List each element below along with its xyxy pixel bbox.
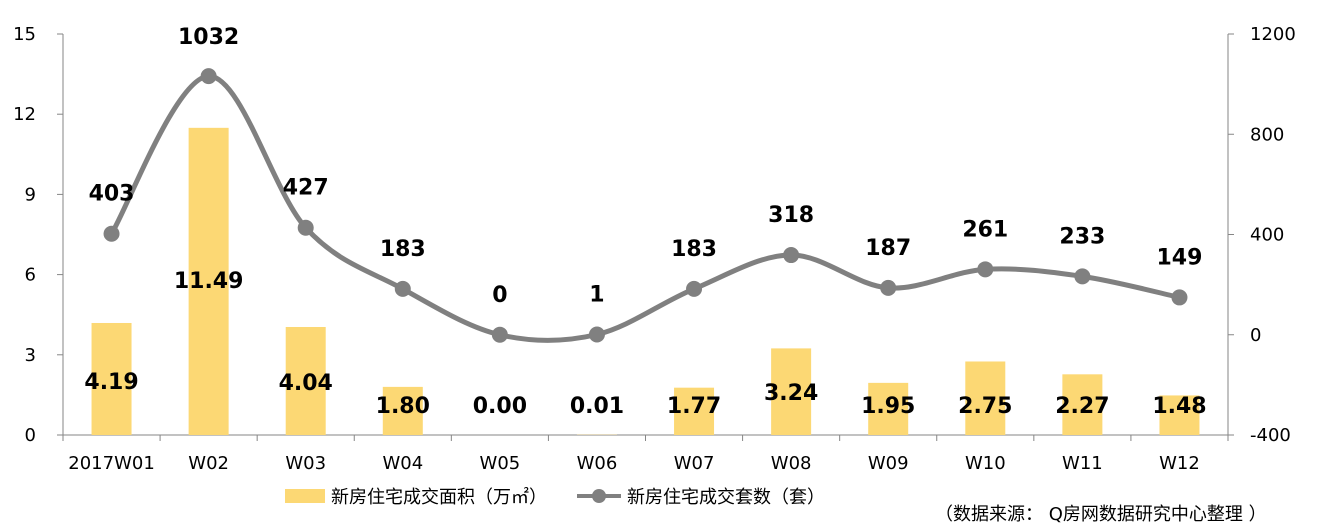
x-tick-label: W02 xyxy=(188,453,229,474)
line-point xyxy=(686,280,703,297)
line-point xyxy=(103,225,120,242)
x-tick-label: W05 xyxy=(480,453,521,474)
y-left-tick-label: 12 xyxy=(13,104,36,125)
line-data-label: 187 xyxy=(865,236,911,261)
bar xyxy=(674,387,715,435)
x-tick-label: W10 xyxy=(965,453,1006,474)
legend: 新房住宅成交面积（万㎡） 新房住宅成交套数（套） xyxy=(285,483,855,509)
line-data-label: 261 xyxy=(962,217,1008,242)
line-point xyxy=(491,326,508,343)
bar-data-label: 4.19 xyxy=(84,370,138,395)
bar-data-label: 11.49 xyxy=(174,269,244,294)
y-left-tick-label: 15 xyxy=(13,24,36,45)
line-data-label: 1032 xyxy=(178,25,239,50)
y-right-tick-label: 1200 xyxy=(1250,24,1296,45)
x-tick-label: W09 xyxy=(868,453,909,474)
bar xyxy=(1159,395,1200,435)
line-data-label: 233 xyxy=(1059,224,1105,249)
line-point xyxy=(588,326,605,343)
y-left-tick-label: 6 xyxy=(25,265,36,286)
bar xyxy=(771,348,812,435)
bar-data-label: 4.04 xyxy=(279,371,333,396)
y-left-tick-label: 3 xyxy=(25,345,36,366)
line-data-label: 1 xyxy=(589,282,604,307)
y-right-tick-label: 0 xyxy=(1250,325,1261,346)
x-tick-label: 2017W01 xyxy=(68,453,155,474)
legend-label-area: 新房住宅成交面积（万㎡） xyxy=(331,487,547,508)
bar-data-label: 0.01 xyxy=(570,394,624,419)
legend-swatch-bar xyxy=(285,489,325,503)
x-tick-label: W03 xyxy=(285,453,326,474)
x-tick-label: W12 xyxy=(1159,453,1200,474)
line-data-label: 318 xyxy=(768,203,814,228)
y-right-tick-label: -400 xyxy=(1250,425,1291,446)
bar-data-label: 1.48 xyxy=(1152,394,1206,419)
line-series xyxy=(103,68,1188,343)
legend-item-count: 新房住宅成交套数（套） xyxy=(577,483,825,509)
legend-swatch-line xyxy=(577,489,621,503)
bar-data-label: 1.77 xyxy=(667,394,721,419)
x-tick-label: W08 xyxy=(771,453,812,474)
line-point xyxy=(880,279,897,296)
y-left-tick-label: 9 xyxy=(25,184,36,205)
bar-data-label: 1.95 xyxy=(861,394,915,419)
data-labels: 4.19 11.49 4.04 1.80 0.00 0.01 1.77 3.24 1.95 2.7… xyxy=(84,25,1206,419)
x-tick-label: W11 xyxy=(1062,453,1103,474)
line-point xyxy=(1171,289,1188,306)
line-data-label: 183 xyxy=(380,237,426,262)
x-tick-label: W07 xyxy=(674,453,715,474)
line-point xyxy=(783,247,800,264)
legend-label-count: 新房住宅成交套数（套） xyxy=(627,487,825,508)
y-right-tick-label: 400 xyxy=(1250,225,1284,246)
bar-data-label: 2.75 xyxy=(958,394,1012,419)
bar xyxy=(965,361,1006,435)
line-point xyxy=(394,280,411,297)
line-data-label: 0 xyxy=(492,283,507,308)
bar xyxy=(382,386,423,435)
line-series-path xyxy=(109,73,1182,343)
bar-data-label: 1.80 xyxy=(376,394,430,419)
line-data-label: 427 xyxy=(283,176,329,201)
line-data-label: 183 xyxy=(671,237,717,262)
line-point xyxy=(977,261,994,278)
bar-data-label: 3.24 xyxy=(764,381,818,406)
bar xyxy=(285,326,326,435)
bar xyxy=(868,382,909,435)
bar xyxy=(1062,374,1103,435)
bar xyxy=(188,127,229,436)
bars xyxy=(91,127,1200,436)
legend-item-area: 新房住宅成交面积（万㎡） xyxy=(285,483,547,509)
x-tick-label: W06 xyxy=(577,453,618,474)
line-point xyxy=(200,68,217,85)
y-left-tick-label: 0 xyxy=(25,425,36,446)
y-right-tick-label: 800 xyxy=(1250,124,1284,145)
source-note: （数据来源： Q房网数据研究中心整理 ） xyxy=(935,504,1267,525)
axes: 0 3 6 9 12 15 -400 0 400 800 1200 2017W01 W02 W03 W04 W… xyxy=(13,24,1296,474)
line-data-label: 403 xyxy=(89,182,135,207)
line-data-label: 149 xyxy=(1156,245,1202,270)
line-point xyxy=(297,219,314,236)
bar-data-label: 2.27 xyxy=(1055,394,1109,419)
bar xyxy=(91,322,132,435)
line-point xyxy=(1074,268,1091,285)
x-tick-label: W04 xyxy=(382,453,423,474)
bar-data-label: 0.00 xyxy=(473,394,527,419)
